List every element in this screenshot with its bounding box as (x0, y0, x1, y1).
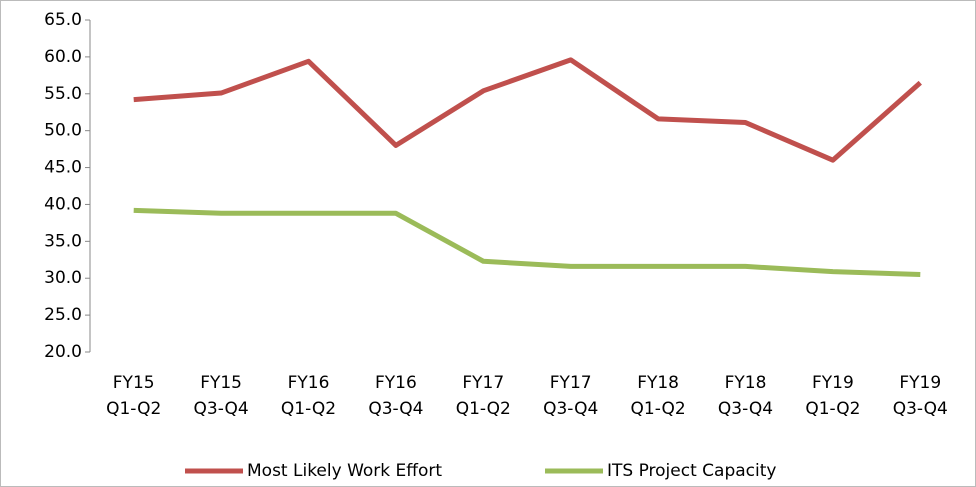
x-tick-label: FY16 Q1-Q2 (280, 373, 337, 419)
x-tick-label: FY19 Q3-Q4 (892, 373, 948, 419)
y-tick-label: 45.0 (44, 158, 82, 178)
y-tick-label: 55.0 (44, 84, 82, 104)
x-tick-label: FY15 Q1-Q2 (106, 373, 162, 419)
y-tick-label: 60.0 (44, 47, 82, 67)
x-tick-label: FY17 Q3-Q4 (543, 373, 599, 419)
x-tick-label: FY15 Q3-Q4 (193, 373, 249, 419)
x-tick-label: FY16 Q3-Q4 (368, 373, 424, 419)
x-tick-label: FY18 Q3-Q4 (717, 373, 774, 419)
y-tick-label: 30.0 (44, 268, 82, 288)
series-line (133, 57, 922, 163)
series-line (133, 207, 921, 278)
legend-label: ITS Project Capacity (607, 461, 776, 481)
y-tick-label: 20.0 (44, 342, 82, 362)
y-tick-label: 65.0 (44, 10, 82, 30)
x-tick-label: FY19 Q1-Q2 (805, 373, 861, 419)
legend-label: Most Likely Work Effort (247, 461, 442, 481)
y-tick-label: 25.0 (44, 305, 82, 325)
y-tick-label: 50.0 (44, 121, 82, 141)
y-tick-label: 40.0 (44, 194, 82, 214)
x-tick-label: FY17 Q1-Q2 (455, 373, 511, 419)
y-tick-label: 35.0 (44, 231, 82, 251)
x-tick-label: FY18 Q1-Q2 (630, 373, 686, 419)
